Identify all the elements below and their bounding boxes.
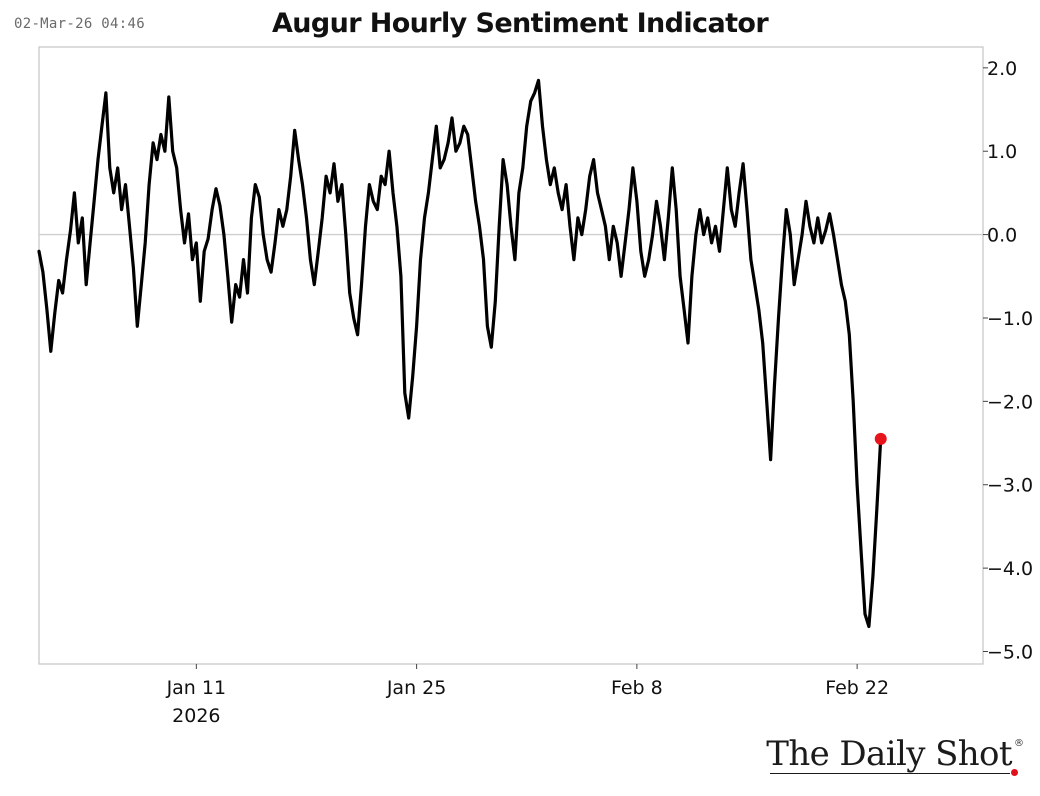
y-axis: 2.0 1.0 0.0 −1.0 −2.0 −3.0 −4.0 −5.0 [983, 58, 1033, 663]
y-tick-label: −4.0 [987, 558, 1033, 580]
x-tick-year-label: 2026 [172, 705, 220, 727]
x-axis: Jan 11 2026 Jan 25 Feb 8 Feb 22 [166, 664, 889, 727]
y-tick-label: 0.0 [987, 225, 1017, 247]
y-tick-label: −1.0 [987, 308, 1033, 330]
logo-underline [770, 773, 1010, 774]
y-tick-label: −5.0 [987, 641, 1033, 663]
x-tick-label: Jan 11 [166, 677, 227, 699]
timestamp: 02-Mar-26 04:46 [14, 16, 145, 32]
x-tick-label: Jan 25 [386, 677, 447, 699]
registered-mark: ® [1014, 738, 1024, 749]
sentiment-series-line [37, 78, 883, 629]
y-tick-label: 1.0 [987, 141, 1017, 163]
x-tick-label: Feb 22 [825, 677, 889, 699]
last-value-marker [874, 432, 887, 445]
plot-frame [38, 46, 984, 665]
daily-shot-logo: The Daily Shot [766, 734, 1012, 774]
logo-red-dot [1011, 769, 1018, 776]
y-tick-label: −2.0 [987, 391, 1033, 413]
y-tick-label: −3.0 [987, 475, 1033, 497]
chart-title: Augur Hourly Sentiment Indicator [271, 8, 769, 39]
x-tick-label: Feb 8 [611, 677, 663, 699]
y-tick-label: 2.0 [987, 58, 1017, 80]
